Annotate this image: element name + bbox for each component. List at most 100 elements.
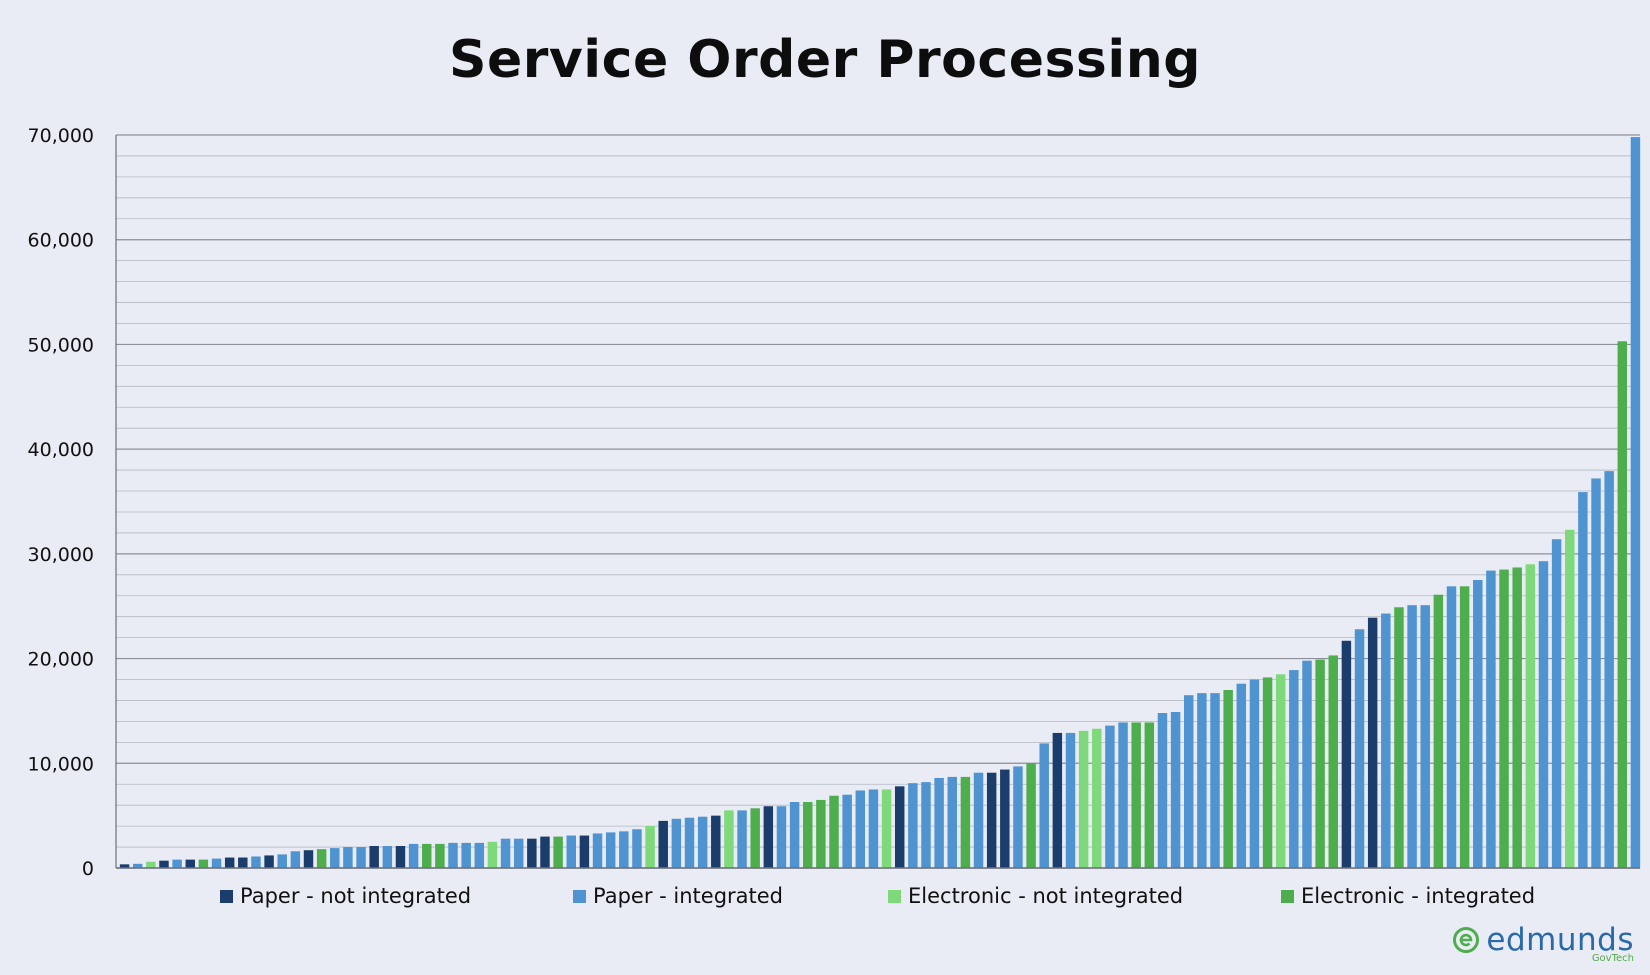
bar (960, 776, 971, 868)
bar (185, 859, 195, 868)
bar (500, 838, 511, 868)
bar (277, 854, 287, 868)
legend-item-electronic-integrated: Electronic - integrated (1281, 884, 1535, 908)
bar (172, 859, 182, 868)
bar (1289, 670, 1299, 868)
bar (789, 802, 800, 868)
y-tick-label: 40,000 (28, 439, 94, 461)
bar (224, 857, 235, 868)
bar (461, 842, 471, 868)
legend-swatch (888, 889, 901, 903)
bar (750, 808, 760, 868)
bar (303, 850, 314, 868)
bar (1131, 722, 1141, 868)
y-tick-label: 70,000 (28, 125, 94, 147)
bar (1236, 683, 1247, 868)
bar (1039, 743, 1049, 868)
bar (435, 843, 445, 868)
bar (776, 806, 787, 868)
bar (132, 863, 143, 868)
bar (1486, 570, 1496, 868)
y-tick-label: 0 (82, 858, 94, 880)
bar (1407, 605, 1417, 868)
bar (1341, 640, 1352, 868)
bar (527, 838, 537, 868)
bar (684, 817, 695, 868)
bar (1381, 613, 1391, 868)
bar (1078, 730, 1089, 868)
bar (763, 806, 774, 868)
bar (1000, 769, 1010, 868)
edmunds-logo: edmunds (1452, 922, 1634, 958)
bar (1105, 725, 1115, 868)
bar (645, 826, 655, 868)
bar (1578, 492, 1588, 868)
bar (592, 833, 603, 868)
bar (1617, 341, 1628, 868)
bar (1394, 607, 1404, 868)
bar (1538, 561, 1549, 868)
bar (566, 835, 576, 868)
bar (1459, 586, 1470, 868)
y-tick-label: 50,000 (28, 334, 94, 356)
legend-label: Electronic - integrated (1301, 884, 1536, 908)
bar (803, 802, 813, 868)
bar (1433, 594, 1444, 868)
bar (816, 799, 826, 868)
bar (1065, 732, 1076, 868)
y-tick-label: 20,000 (28, 649, 94, 671)
bar (1197, 693, 1207, 868)
bar (290, 851, 301, 868)
bar (1630, 137, 1641, 869)
edmunds-logo-icon (1453, 927, 1480, 953)
bar (211, 858, 222, 868)
bar (737, 810, 747, 868)
bar (619, 831, 629, 868)
bar (1420, 605, 1430, 868)
bar (408, 843, 419, 868)
bar (395, 846, 406, 868)
bar (1328, 655, 1338, 868)
bar (842, 794, 852, 868)
bar (1525, 564, 1536, 868)
bar (658, 820, 668, 868)
bar (251, 856, 261, 868)
bar (513, 838, 524, 868)
bar (986, 772, 997, 868)
bar (1354, 629, 1365, 868)
bar (553, 836, 563, 868)
bar (1223, 689, 1233, 868)
y-tick-label: 60,000 (28, 230, 94, 252)
bar (579, 835, 590, 868)
y-tick-label: 10,000 (28, 753, 94, 775)
bars (119, 137, 1641, 869)
bar (1315, 659, 1325, 868)
bar (1026, 763, 1036, 868)
bar (159, 860, 169, 868)
bar (1170, 711, 1181, 868)
bar (868, 789, 879, 868)
legend-item-paper-integrated: Paper - integrated (573, 884, 783, 908)
bar (855, 790, 866, 868)
bar (448, 842, 458, 868)
bar (894, 786, 905, 868)
bar (540, 836, 550, 868)
y-tick-label: 30,000 (28, 544, 94, 566)
legend-swatch (573, 889, 586, 903)
bar (671, 818, 682, 868)
legend-swatch (1281, 889, 1294, 903)
bar (1446, 586, 1457, 868)
bar (119, 864, 130, 868)
logo-text: edmunds (1486, 922, 1634, 958)
bar (908, 783, 918, 868)
chart-title: Service Order Processing (449, 30, 1201, 90)
bar (632, 829, 642, 868)
bar (382, 846, 393, 868)
logo-subtext: GovTech (1591, 953, 1634, 964)
legend-label: Electronic - not integrated (908, 884, 1184, 908)
bar (1118, 722, 1128, 868)
bar (1013, 766, 1023, 868)
bar (1210, 693, 1220, 868)
bar (697, 816, 708, 868)
bar (369, 846, 379, 868)
